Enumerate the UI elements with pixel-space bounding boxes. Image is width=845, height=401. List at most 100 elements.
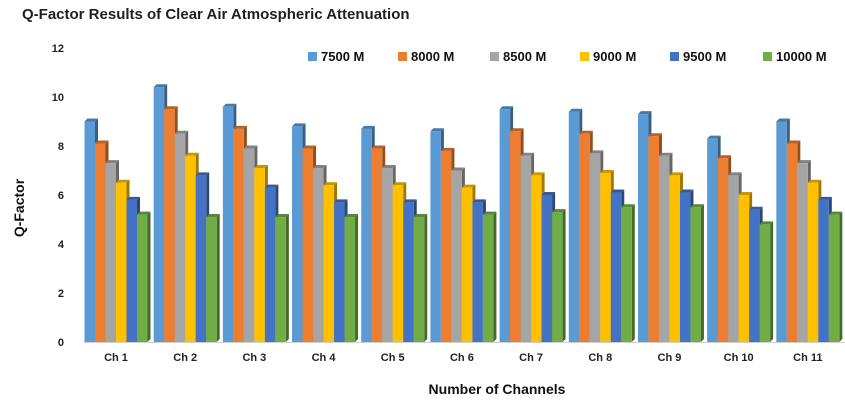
bar-side-face <box>631 204 635 342</box>
bar-top-face <box>786 140 801 144</box>
bar-8500m-ch8 <box>589 153 601 342</box>
x-tick-label: Ch 1 <box>104 352 128 364</box>
legend-swatch <box>763 52 772 61</box>
bar-top-face <box>658 152 673 156</box>
bar-10000m-ch6 <box>482 214 494 342</box>
bar-top-face <box>222 103 237 107</box>
bar-side-face <box>562 209 566 342</box>
bar-8000m-ch11 <box>786 143 798 342</box>
bar-8500m-ch1 <box>105 163 116 342</box>
bar-8500m-ch9 <box>658 155 670 342</box>
bar-side-face <box>493 211 497 342</box>
bar-8500m-ch2 <box>174 133 186 342</box>
bar-top-face <box>461 184 476 188</box>
bar-top-face <box>520 152 535 156</box>
bar-8500m-ch6 <box>451 170 462 342</box>
bar-10000m-ch4 <box>344 217 356 342</box>
bar-10000m-ch1 <box>137 214 148 342</box>
bar-top-face <box>313 165 327 169</box>
legend-label: 8500 M <box>503 49 546 64</box>
bar-top-face <box>648 133 662 137</box>
bar-side-face <box>700 204 704 342</box>
bar-top-face <box>430 128 444 132</box>
bar-10000m-ch9 <box>690 207 701 342</box>
bar-top-face <box>254 165 268 169</box>
bar-top-face <box>243 145 258 149</box>
bar-9500m-ch4 <box>334 202 345 342</box>
bar-9000m-ch3 <box>254 168 265 342</box>
bar-9000m-ch10 <box>738 195 750 342</box>
bar-7500m-ch7 <box>499 109 511 342</box>
legend-label: 8000 M <box>411 49 454 64</box>
bar-9000m-ch4 <box>323 185 335 342</box>
bar-10000m-ch8 <box>621 207 632 342</box>
bar-top-face <box>451 167 465 171</box>
bar-top-face <box>440 147 455 151</box>
bar-10000m-ch2 <box>206 217 217 342</box>
bar-top-face <box>621 204 635 208</box>
bar-8000m-ch5 <box>371 148 383 342</box>
x-tick-label: Ch 10 <box>724 352 754 364</box>
bar-top-face <box>568 108 583 112</box>
bar-top-face <box>482 211 497 215</box>
y-axis-label: Q-Factor <box>11 178 27 237</box>
bar-8500m-ch3 <box>243 148 255 342</box>
x-tick-label: Ch 7 <box>519 352 543 364</box>
bar-top-face <box>371 145 386 149</box>
bar-9500m-ch9 <box>679 192 691 342</box>
bar-side-face <box>770 221 774 342</box>
bar-top-face <box>807 179 822 183</box>
legend-label: 10000 M <box>776 49 827 64</box>
bar-8000m-ch7 <box>510 131 521 342</box>
bar-top-face <box>552 209 566 213</box>
legend-swatch <box>580 52 589 61</box>
bar-top-face <box>264 184 279 188</box>
bar-top-face <box>679 189 694 193</box>
bar-7500m-ch8 <box>568 111 580 342</box>
bar-10000m-ch5 <box>413 217 425 342</box>
bar-8000m-ch10 <box>717 158 729 342</box>
bar-7500m-ch9 <box>637 114 649 343</box>
y-tick-label: 6 <box>58 190 64 202</box>
bar-top-face <box>292 123 306 127</box>
bar-top-face <box>728 172 742 176</box>
bar-7500m-ch6 <box>430 131 441 342</box>
bar-side-face <box>424 214 428 342</box>
bar-top-face <box>344 214 359 218</box>
bar-top-face <box>275 214 289 218</box>
legend-swatch <box>490 52 499 61</box>
bar-8500m-ch5 <box>382 168 393 342</box>
bar-7500m-ch11 <box>776 121 787 342</box>
bar-9000m-ch8 <box>600 172 611 342</box>
bar-top-face <box>510 128 524 132</box>
x-tick-label: Ch 4 <box>312 352 337 364</box>
y-tick-label: 2 <box>58 288 64 300</box>
bar-side-face <box>147 211 151 342</box>
chart-title: Q-Factor Results of Clear Air Atmospheri… <box>22 6 410 23</box>
x-tick-label: Ch 8 <box>588 352 612 364</box>
bar-top-face <box>233 125 247 129</box>
bar-8000m-ch3 <box>233 128 244 342</box>
bar-9500m-ch2 <box>195 175 207 342</box>
bar-7500m-ch5 <box>361 128 372 342</box>
bar-8500m-ch4 <box>313 168 324 342</box>
x-tick-label: Ch 6 <box>450 352 474 364</box>
bar-top-face <box>95 140 109 144</box>
x-tick-label: Ch 3 <box>242 352 266 364</box>
bar-9500m-ch5 <box>403 202 414 342</box>
bar-top-face <box>759 221 774 225</box>
bar-side-face <box>216 214 220 342</box>
legend-label: 7500 M <box>321 49 364 64</box>
bar-9500m-ch10 <box>749 209 760 342</box>
bar-top-face <box>164 106 178 110</box>
bar-8000m-ch6 <box>440 150 452 342</box>
legend-label: 9000 M <box>593 49 636 64</box>
x-tick-label: Ch 2 <box>173 352 197 364</box>
x-tick-label: Ch 9 <box>658 352 682 364</box>
bar-9500m-ch6 <box>472 202 483 342</box>
bar-top-face <box>707 135 721 139</box>
bar-top-face <box>738 192 753 195</box>
bar-top-face <box>185 152 199 156</box>
bar-10000m-ch7 <box>552 212 563 342</box>
